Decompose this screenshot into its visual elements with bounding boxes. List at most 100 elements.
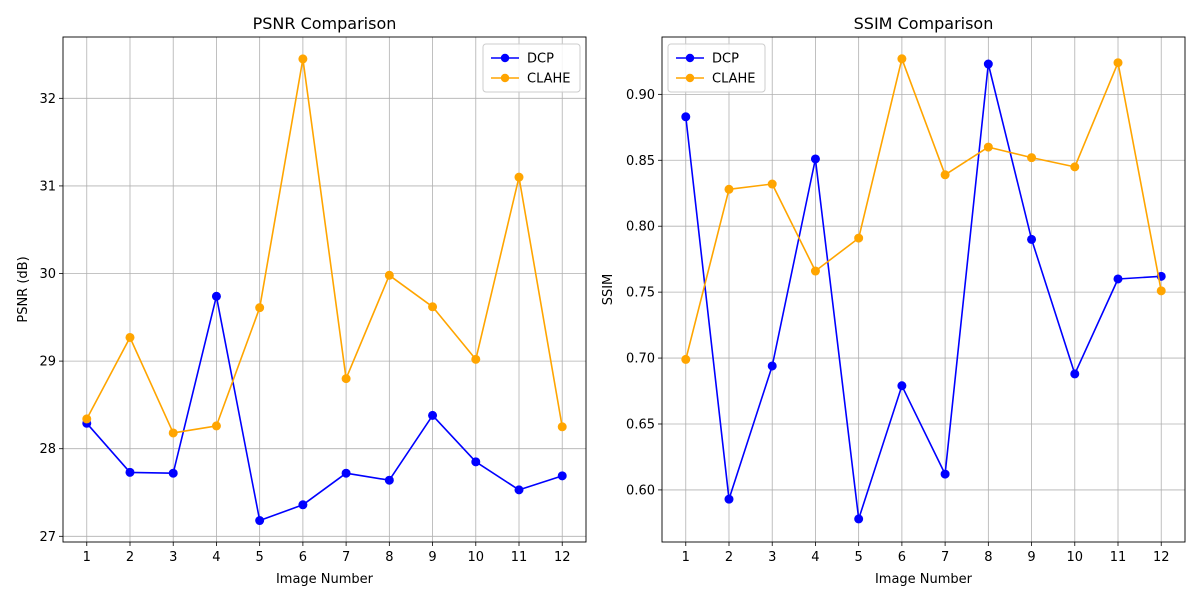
axes-frame bbox=[661, 36, 1186, 543]
legend-item-dcp: DCP bbox=[676, 52, 739, 67]
data-point-dcp bbox=[384, 475, 394, 485]
y-tick-label: 32 bbox=[39, 92, 56, 107]
series-line-clahe bbox=[86, 58, 563, 434]
series-line-clahe bbox=[685, 57, 1162, 360]
x-tick-label: 10 bbox=[1067, 550, 1084, 565]
series-clahe bbox=[82, 54, 567, 438]
x-tick-label: 7 bbox=[342, 550, 350, 565]
data-point-clahe bbox=[255, 303, 265, 313]
legend-marker bbox=[500, 73, 510, 83]
x-tick-label: 12 bbox=[1153, 550, 1170, 565]
x-tick-label: 2 bbox=[126, 550, 134, 565]
x-tick-label: 12 bbox=[554, 550, 571, 565]
y-tick-label: 0.85 bbox=[626, 154, 655, 169]
data-point-dcp bbox=[1027, 234, 1037, 244]
data-point-dcp bbox=[681, 112, 691, 122]
y-tick-label: 0.60 bbox=[626, 483, 655, 498]
data-point-dcp bbox=[897, 381, 907, 391]
legend-item-clahe: CLAHE bbox=[676, 72, 756, 87]
y-tick-label: 0.90 bbox=[626, 88, 655, 103]
data-point-dcp bbox=[341, 468, 351, 478]
series-dcp bbox=[681, 59, 1166, 524]
data-point-dcp bbox=[428, 410, 438, 420]
chart-title: SSIM Comparison bbox=[854, 14, 994, 33]
x-tick-label: 10 bbox=[468, 550, 485, 565]
data-point-clahe bbox=[1113, 58, 1123, 68]
x-tick-label: 5 bbox=[855, 550, 863, 565]
x-axis-label: Image Number bbox=[276, 572, 374, 587]
y-tick-label: 0.65 bbox=[626, 417, 655, 432]
data-point-dcp bbox=[983, 59, 993, 69]
plot-area bbox=[662, 37, 1185, 542]
x-tick-label: 6 bbox=[898, 550, 906, 565]
x-tick-label: 9 bbox=[1027, 550, 1035, 565]
data-point-clahe bbox=[341, 374, 351, 384]
data-point-dcp bbox=[724, 494, 734, 504]
data-point-dcp bbox=[767, 361, 777, 371]
plot-area bbox=[63, 37, 586, 542]
legend: DCP CLAHE bbox=[667, 43, 766, 93]
y-tick-label: 30 bbox=[39, 267, 56, 282]
data-point-clahe bbox=[168, 428, 178, 438]
legend-label: CLAHE bbox=[527, 72, 571, 87]
x-tick-label: 9 bbox=[428, 550, 436, 565]
data-point-clahe bbox=[1156, 286, 1166, 296]
y-tick-label: 31 bbox=[39, 179, 56, 194]
x-tick-label: 7 bbox=[941, 550, 949, 565]
series-clahe bbox=[681, 54, 1166, 364]
data-point-clahe bbox=[1070, 162, 1080, 172]
x-tick-label: 1 bbox=[83, 550, 91, 565]
data-point-clahe bbox=[1027, 153, 1037, 163]
data-point-dcp bbox=[1070, 369, 1080, 379]
data-point-clahe bbox=[854, 233, 864, 243]
x-tick-label: 1 bbox=[682, 550, 690, 565]
data-point-clahe bbox=[428, 302, 438, 312]
legend-item-dcp: DCP bbox=[491, 52, 554, 67]
x-tick-label: 4 bbox=[212, 550, 220, 565]
legend: DCP CLAHE bbox=[482, 43, 581, 93]
legend-marker bbox=[685, 73, 695, 83]
y-axis-label: SSIM bbox=[601, 274, 616, 306]
series-line-dcp bbox=[685, 63, 1162, 520]
data-point-clahe bbox=[82, 414, 92, 424]
data-point-clahe bbox=[681, 354, 691, 364]
data-point-clahe bbox=[384, 270, 394, 280]
x-tick-label: 8 bbox=[984, 550, 992, 565]
y-tick-label: 0.80 bbox=[626, 220, 655, 235]
data-point-clahe bbox=[983, 142, 993, 152]
data-point-clahe bbox=[767, 179, 777, 189]
data-point-dcp bbox=[125, 467, 135, 477]
x-tick-label: 11 bbox=[1110, 550, 1127, 565]
data-point-clahe bbox=[298, 54, 308, 64]
x-tick-label: 6 bbox=[299, 550, 307, 565]
y-tick-label: 28 bbox=[39, 442, 56, 457]
data-point-clahe bbox=[897, 54, 907, 64]
data-point-clahe bbox=[810, 266, 820, 276]
x-tick-label: 4 bbox=[811, 550, 819, 565]
data-point-clahe bbox=[724, 184, 734, 194]
data-point-dcp bbox=[1113, 274, 1123, 284]
y-axis-label: PSNR (dB) bbox=[16, 256, 31, 322]
data-point-clahe bbox=[940, 170, 950, 180]
series-line-dcp bbox=[86, 295, 563, 522]
data-point-dcp bbox=[255, 516, 265, 526]
legend-marker bbox=[685, 53, 695, 63]
x-axis-label: Image Number bbox=[875, 572, 973, 587]
x-tick-label: 8 bbox=[385, 550, 393, 565]
x-tick-label: 3 bbox=[169, 550, 177, 565]
legend-label: CLAHE bbox=[712, 72, 756, 87]
data-point-clahe bbox=[125, 332, 135, 342]
data-point-dcp bbox=[471, 457, 481, 467]
x-tick-label: 5 bbox=[256, 550, 264, 565]
data-point-clahe bbox=[557, 422, 567, 432]
subplot-2: 1 2 3 4 5 6 7 8 9 10 11 120.600.650.700.750.800.850… bbox=[601, 14, 1186, 587]
x-tick-label: 3 bbox=[768, 550, 776, 565]
y-tick-label: 27 bbox=[39, 530, 56, 545]
legend-item-clahe: CLAHE bbox=[491, 72, 571, 87]
data-point-dcp bbox=[298, 500, 308, 510]
data-point-dcp bbox=[211, 291, 221, 301]
legend-label: DCP bbox=[527, 52, 554, 67]
legend-marker bbox=[500, 53, 510, 63]
